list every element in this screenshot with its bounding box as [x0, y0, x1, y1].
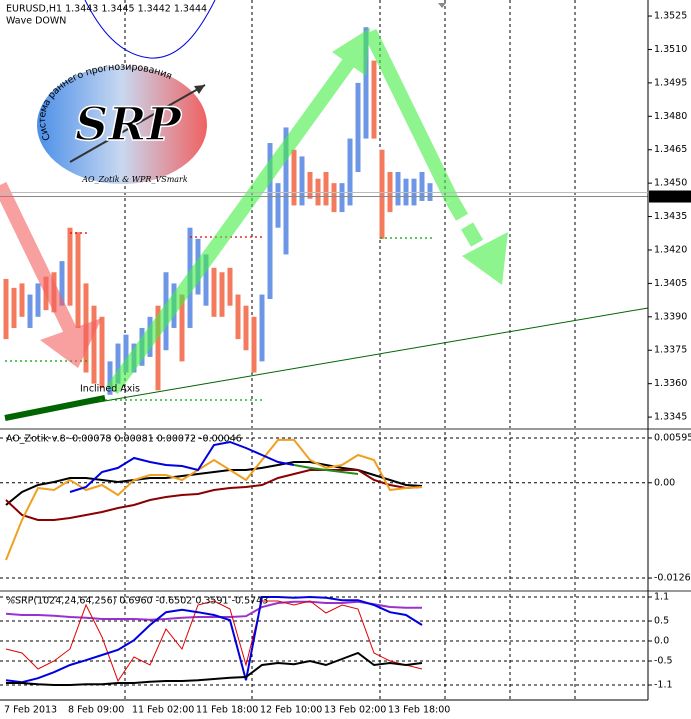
x-tick-label: 13 Feb 02:00 — [324, 705, 386, 716]
y-tick-label: -0.01265 — [654, 573, 691, 584]
price-bar — [283, 127, 289, 255]
panel-title: AO_Zotik v.8 -0.00078 0.00081 0.00072 -0… — [6, 434, 242, 445]
last-price-box — [649, 190, 691, 203]
y-tick-label: 1.3495 — [654, 77, 687, 88]
price-bar — [243, 305, 249, 351]
x-tick-label: 13 Feb 18:00 — [388, 705, 450, 716]
price-bar — [203, 254, 209, 306]
srp-logo: Система раннего прогнозирования SRP AO_Z… — [35, 61, 209, 186]
price-bar — [211, 267, 217, 317]
x-tick-label: 7 Feb 2013 — [4, 705, 57, 716]
price-bar — [339, 183, 345, 213]
price-bar — [251, 316, 257, 373]
price-bar — [123, 334, 129, 373]
y-tick-label: 1.3405 — [654, 278, 687, 289]
indicator-line — [5, 438, 423, 561]
price-bar — [419, 172, 425, 201]
panel-subtitle: Wave DOWN — [6, 16, 66, 27]
y-tick-label: 0.0 — [654, 636, 669, 647]
price-bar — [299, 156, 305, 206]
y-tick-label: 1.3450 — [654, 178, 687, 189]
y-tick-label: 1.3420 — [654, 244, 687, 255]
y-tick-label: 1.3360 — [654, 378, 687, 389]
price-bar — [11, 287, 17, 328]
price-bar — [27, 294, 33, 328]
price-bar — [19, 283, 25, 317]
logo-title: SRP — [75, 97, 182, 151]
y-tick-label: 0.5 — [654, 616, 669, 627]
price-bar — [259, 294, 265, 362]
overlays — [0, 0, 649, 421]
price-bar — [275, 183, 281, 228]
price-bar — [67, 227, 73, 306]
price-bar — [379, 149, 385, 239]
x-tick-label: 11 Feb 18:00 — [196, 705, 258, 716]
y-tick-label: 0.00595 — [654, 432, 691, 443]
price-bar — [307, 172, 313, 199]
y-tick-label: 1.3345 — [654, 412, 687, 423]
price-bar — [219, 272, 225, 317]
price-bar — [179, 294, 185, 362]
indicator-line — [5, 469, 423, 521]
indicator-line — [293, 464, 359, 475]
price-bar — [347, 138, 353, 206]
price-bar — [331, 183, 337, 213]
annotation: Inclined Axis — [80, 384, 140, 395]
price-bar — [99, 316, 105, 389]
indicator-line — [6, 651, 423, 686]
last-price-label: 1.3444 — [653, 191, 686, 202]
price-bar — [35, 283, 41, 317]
indicator-line — [5, 595, 423, 684]
price-bar — [355, 82, 361, 173]
y-tick-label: 1.3480 — [654, 111, 687, 122]
indicator-line — [69, 440, 295, 493]
price-bar — [227, 267, 233, 306]
y-tick-label: -1.1 — [654, 680, 673, 691]
price-bar — [107, 361, 113, 395]
price-bar — [59, 261, 65, 306]
y-tick-label: 0.00 — [654, 477, 675, 488]
indicator-line — [5, 600, 422, 621]
price-bar — [91, 305, 97, 384]
y-tick-label: 1.3465 — [654, 144, 687, 155]
indicator-line — [5, 600, 423, 683]
y-tick-label: -0.5 — [654, 656, 673, 667]
y-tick-label: 1.3510 — [654, 44, 687, 55]
x-tick-label: 11 Feb 02:00 — [132, 705, 194, 716]
price-bar — [115, 343, 121, 384]
y-tick-label: 1.3435 — [654, 211, 687, 222]
price-bar — [3, 278, 9, 340]
price-bar — [371, 60, 377, 139]
y-tick-label: 1.3525 — [654, 11, 687, 22]
price-bar — [75, 232, 81, 328]
price-bar — [323, 172, 329, 206]
price-bar — [235, 294, 241, 340]
y-tick-label: 1.3390 — [654, 311, 687, 322]
price-bar — [155, 305, 161, 391]
x-tick-label: 12 Feb 10:00 — [260, 705, 322, 716]
panel-title: %SRP(1024,24,64,256) 0.6960 -0.6502 0.35… — [6, 596, 268, 607]
price-bar — [291, 149, 297, 206]
price-bar — [267, 143, 273, 299]
panel-title: EURUSD,H1 1.3443 1.3445 1.3442 1.3444 — [6, 4, 207, 15]
logo-bottom-text: AO_Zotik & WPR_VSmark — [81, 175, 188, 184]
x-tick-label: 8 Feb 09:00 — [68, 705, 124, 716]
price-bar — [363, 27, 369, 139]
y-tick-label: 1.1 — [654, 592, 669, 603]
price-bar — [395, 172, 401, 206]
y-tick-label: 1.3375 — [654, 345, 687, 356]
